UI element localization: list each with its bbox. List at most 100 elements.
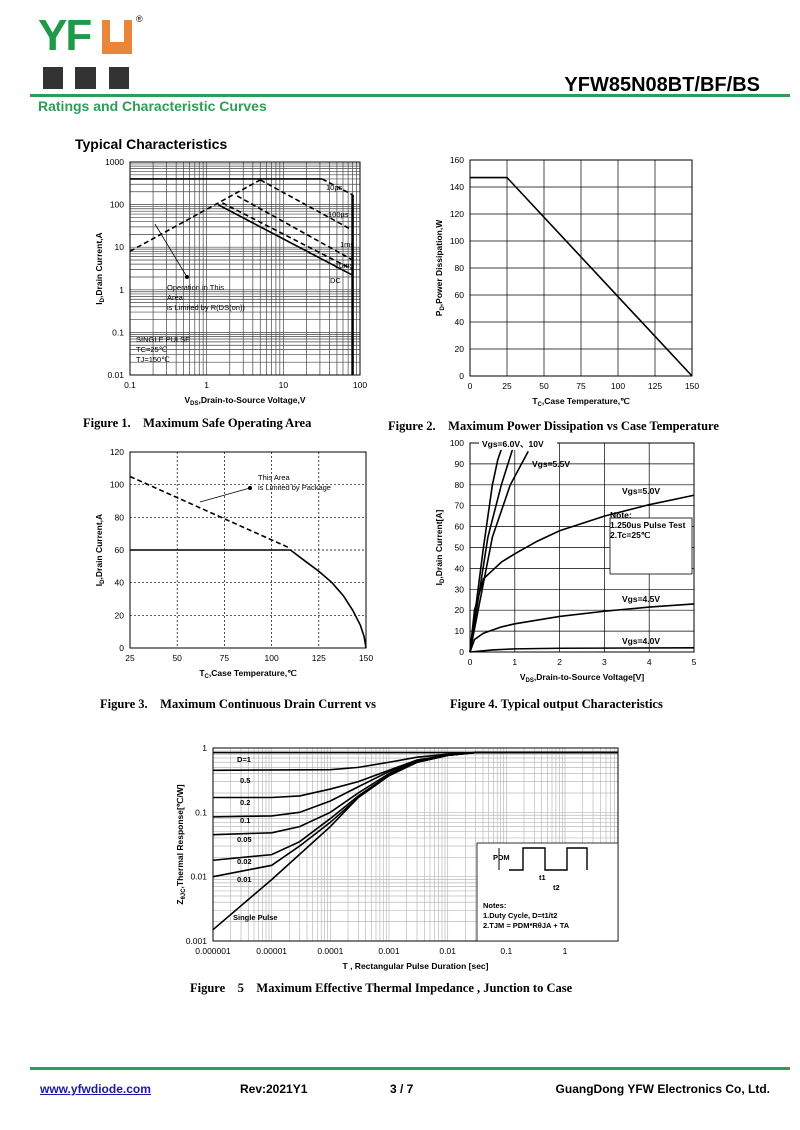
annotation-line: Notes: — [483, 901, 506, 910]
series-vgs-4-0v — [469, 647, 695, 653]
annotation-line: DC — [330, 276, 341, 285]
label-main: T — [532, 396, 538, 406]
x-tick-label: 75 — [576, 381, 586, 391]
y-tick-label: 80 — [455, 480, 465, 490]
annotation-line: 1.250us Pulse Test — [610, 520, 686, 530]
y-tick-label: 160 — [450, 155, 464, 165]
x-tick-label: 0.1 — [124, 380, 136, 390]
chart-annotation: This Area is Limited by Package — [258, 473, 331, 492]
series-pd — [470, 176, 693, 377]
page-number: 3 / 7 — [390, 1082, 414, 1096]
x-tick-label: 125 — [312, 653, 326, 663]
website-link[interactable]: www.yfwdiode.com — [40, 1082, 151, 1096]
label-main: V — [520, 672, 526, 682]
y-tick-label: 100 — [450, 236, 464, 246]
annotation-line: Operation in This — [167, 283, 224, 292]
x-tick-label: 2 — [557, 657, 562, 667]
y-tick-label: 30 — [455, 584, 465, 594]
label-subscript: C — [205, 674, 210, 680]
y-tick-label: 1000 — [105, 157, 124, 167]
chart-annotation: Operation in This Area is Limited by R(DS(… — [167, 283, 245, 312]
chart-annotation: Vgs=5.0V — [622, 486, 660, 496]
figure-3-chart: 25 50 75 100 125 150 0 20 40 60 80 100 120 TC,Case Te… — [94, 447, 373, 680]
grid — [212, 747, 619, 942]
y-tick-label: 1 — [202, 743, 207, 753]
figure-4-caption: Figure 4. Typical output Characteristics — [450, 697, 663, 711]
chart-annotation: 0.05 — [237, 835, 252, 844]
annotation-line: Vgs=5.5V — [532, 459, 570, 469]
label-subscript: D — [100, 579, 106, 584]
annotation-line: 100µs — [328, 210, 349, 219]
label-rest: ,Case Temperature,℃ — [209, 668, 297, 678]
label-rest: ,Drain Current,A — [94, 232, 104, 298]
chart-annotation: t2 — [553, 883, 560, 892]
label-main: P — [434, 310, 444, 316]
series-vgs-5-5v — [469, 450, 529, 653]
y-tick-label: 0.1 — [112, 327, 124, 337]
annotation-line: Vgs=4.0V — [622, 636, 660, 646]
annotation-line: Vgs=6.0V、10V — [482, 439, 544, 449]
y-axis-label: ZθJC,Thermal Response[℃/W] — [175, 784, 187, 904]
x-tick-label: 1 — [512, 657, 517, 667]
figure-1-chart: 0.1 1 10 1000.010.11101001000VDS,Drain-to-S… — [94, 157, 367, 407]
x-tick-label: 0.000001 — [195, 946, 231, 956]
chart-annotation: 0.02 — [237, 857, 252, 866]
y-tick-label: 0.01 — [107, 370, 124, 380]
label-main: I — [434, 583, 444, 585]
x-tick-label: 0 — [468, 657, 473, 667]
x-tick-label: 50 — [172, 653, 182, 663]
x-tick-label: 125 — [648, 381, 662, 391]
label-rest: ,Thermal Response[℃/W] — [175, 784, 185, 888]
y-tick-label: 20 — [455, 344, 465, 354]
logo-u-block — [102, 20, 132, 54]
x-tick-label: 25 — [502, 381, 512, 391]
logo-letters: YF — [38, 11, 92, 60]
annotation-line: 0.05 — [237, 835, 252, 844]
chart-annotation: 0.01 — [237, 875, 252, 884]
y-axis-label: ID,Drain Current[A] — [434, 510, 446, 586]
label-main: T — [199, 668, 205, 678]
y-tick-label: 60 — [455, 522, 465, 532]
label-subscript: DS — [190, 401, 198, 407]
y-tick-label: 40 — [455, 317, 465, 327]
chart-annotation: Vgs=5.5V — [532, 459, 570, 469]
x-axis-label: VDS,Drain-to-Source Voltage[V] — [520, 672, 645, 684]
y-tick-label: 40 — [115, 578, 125, 588]
plot-frame — [469, 442, 695, 653]
label-subscript: D — [440, 306, 446, 311]
y-axis-label: ID,Drain Current,A — [94, 514, 106, 586]
series-vgs-4-5v — [469, 603, 695, 653]
y-tick-label: 0 — [119, 643, 124, 653]
y-tick-label: 140 — [450, 182, 464, 192]
chart-annotation: 1ms — [340, 240, 354, 249]
series-silicon-limit — [129, 475, 291, 550]
chart-annotation: D=1 — [237, 755, 251, 764]
series-10-s — [321, 178, 353, 196]
label-rest: ,Drain-to-Source Voltage,V — [198, 395, 305, 405]
label-rest: ,Drain Current[A] — [434, 510, 444, 579]
figure-3-caption: Figure 3. Maximum Continuous Drain Curre… — [100, 697, 376, 711]
y-tick-label: 100 — [110, 480, 124, 490]
logo-chinese-name — [38, 62, 134, 94]
y-tick-label: 10 — [455, 626, 465, 636]
x-tick-label: 25 — [125, 653, 135, 663]
y-tick-label: 90 — [455, 459, 465, 469]
chart-annotation: Note: 1.250us Pulse Test 2.Tc=25℃ — [610, 510, 686, 540]
chart-annotation: 0.1 — [240, 816, 250, 825]
x-tick-label: 3 — [602, 657, 607, 667]
chart-annotation: PDM — [493, 853, 510, 862]
annotation-line: 0.02 — [237, 857, 252, 866]
annotation-line: 10µs — [326, 183, 343, 192]
y-tick-label: 70 — [455, 501, 465, 511]
label-subscript: D — [440, 578, 446, 583]
y-tick-label: 0 — [459, 647, 464, 657]
x-tick-label: 10 — [279, 380, 289, 390]
arrow-head-icon — [185, 275, 189, 279]
series-id — [130, 549, 367, 649]
y-tick-label: 0.01 — [190, 872, 207, 882]
annotation-line: is Limited by Package — [258, 483, 331, 492]
chart-annotation: Vgs=6.0V、10V — [482, 439, 544, 449]
plot-frame — [469, 159, 693, 377]
annotation-line: 0.1 — [240, 816, 250, 825]
label-main: I — [94, 584, 104, 586]
